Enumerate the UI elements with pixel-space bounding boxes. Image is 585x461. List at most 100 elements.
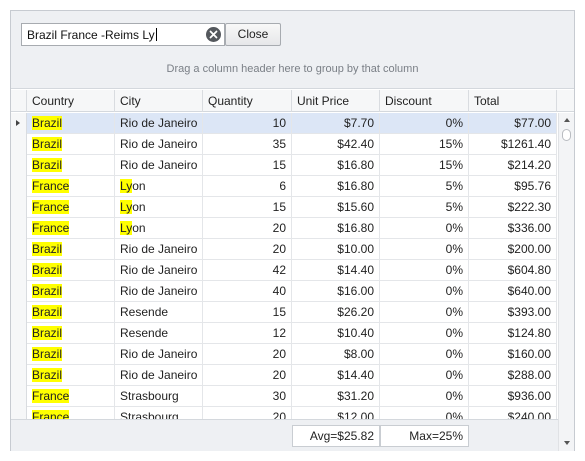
row-indicator[interactable] bbox=[11, 281, 27, 302]
table-row[interactable]: Brazil Rio de Janeiro 20 $10.00 0% $200.00 bbox=[11, 239, 557, 260]
cell-discount[interactable]: 0% bbox=[380, 386, 469, 407]
column-header-country[interactable]: Country bbox=[27, 90, 115, 112]
table-row[interactable]: France Strasbourg 20 $12.00 0% $240.00 bbox=[11, 407, 557, 419]
cell-unit-price[interactable]: $16.80 bbox=[292, 155, 380, 176]
cell-discount[interactable]: 0% bbox=[380, 113, 469, 134]
cell-quantity[interactable]: 15 bbox=[203, 197, 292, 218]
cell-discount[interactable]: 0% bbox=[380, 302, 469, 323]
cell-discount[interactable]: 15% bbox=[380, 155, 469, 176]
table-row[interactable]: Brazil Rio de Janeiro 40 $16.00 0% $640.00 bbox=[11, 281, 557, 302]
cell-unit-price[interactable]: $31.20 bbox=[292, 386, 380, 407]
cell-country[interactable]: France bbox=[27, 176, 115, 197]
cell-city[interactable]: Strasbourg bbox=[115, 407, 203, 419]
row-indicator[interactable] bbox=[11, 239, 27, 260]
cell-total[interactable]: $240.00 bbox=[469, 407, 557, 419]
cell-city[interactable]: Rio de Janeiro bbox=[115, 134, 203, 155]
cell-unit-price[interactable]: $10.40 bbox=[292, 323, 380, 344]
cell-city[interactable]: Rio de Janeiro bbox=[115, 281, 203, 302]
cell-city[interactable]: Rio de Janeiro bbox=[115, 260, 203, 281]
cell-quantity[interactable]: 15 bbox=[203, 302, 292, 323]
cell-quantity[interactable]: 10 bbox=[203, 113, 292, 134]
table-row[interactable]: Brazil Rio de Janeiro 35 $42.40 15% $1261.40 bbox=[11, 134, 557, 155]
cell-city[interactable]: Strasbourg bbox=[115, 386, 203, 407]
column-header-total[interactable]: Total bbox=[469, 90, 557, 112]
cell-unit-price[interactable]: $42.40 bbox=[292, 134, 380, 155]
cell-unit-price[interactable]: $16.80 bbox=[292, 218, 380, 239]
cell-city[interactable]: Resende bbox=[115, 302, 203, 323]
clear-search-icon[interactable] bbox=[206, 27, 221, 42]
cell-city[interactable]: Rio de Janeiro bbox=[115, 113, 203, 134]
cell-unit-price[interactable]: $14.40 bbox=[292, 260, 380, 281]
cell-unit-price[interactable]: $14.40 bbox=[292, 365, 380, 386]
cell-unit-price[interactable]: $7.70 bbox=[292, 113, 380, 134]
cell-country[interactable]: Brazil bbox=[27, 344, 115, 365]
row-indicator[interactable] bbox=[11, 344, 27, 365]
cell-country[interactable]: Brazil bbox=[27, 323, 115, 344]
table-row[interactable]: Brazil Rio de Janeiro 20 $8.00 0% $160.00 bbox=[11, 344, 557, 365]
row-indicator[interactable] bbox=[11, 260, 27, 281]
cell-total[interactable]: $336.00 bbox=[469, 218, 557, 239]
cell-total[interactable]: $936.00 bbox=[469, 386, 557, 407]
cell-quantity[interactable]: 30 bbox=[203, 386, 292, 407]
cell-quantity[interactable]: 20 bbox=[203, 407, 292, 419]
cell-discount[interactable]: 0% bbox=[380, 323, 469, 344]
cell-unit-price[interactable]: $8.00 bbox=[292, 344, 380, 365]
table-row[interactable]: France Strasbourg 30 $31.20 0% $936.00 bbox=[11, 386, 557, 407]
cell-city[interactable]: Lyon bbox=[115, 176, 203, 197]
row-indicator[interactable] bbox=[11, 407, 27, 419]
cell-country[interactable]: Brazil bbox=[27, 113, 115, 134]
table-row[interactable]: France Lyon 6 $16.80 5% $95.76 bbox=[11, 176, 557, 197]
cell-total[interactable]: $200.00 bbox=[469, 239, 557, 260]
cell-city[interactable]: Lyon bbox=[115, 197, 203, 218]
row-indicator[interactable] bbox=[11, 302, 27, 323]
row-indicator[interactable] bbox=[11, 134, 27, 155]
cell-discount[interactable]: 0% bbox=[380, 239, 469, 260]
cell-total[interactable]: $393.00 bbox=[469, 302, 557, 323]
cell-quantity[interactable]: 6 bbox=[203, 176, 292, 197]
cell-quantity[interactable]: 35 bbox=[203, 134, 292, 155]
cell-discount[interactable]: 15% bbox=[380, 134, 469, 155]
search-input[interactable]: Brazil France -Reims Ly bbox=[21, 23, 225, 46]
cell-city[interactable]: Rio de Janeiro bbox=[115, 365, 203, 386]
table-row[interactable]: Brazil Resende 12 $10.40 0% $124.80 bbox=[11, 323, 557, 344]
cell-quantity[interactable]: 20 bbox=[203, 239, 292, 260]
cell-city[interactable]: Lyon bbox=[115, 218, 203, 239]
cell-total[interactable]: $95.76 bbox=[469, 176, 557, 197]
cell-country[interactable]: Brazil bbox=[27, 365, 115, 386]
cell-unit-price[interactable]: $26.20 bbox=[292, 302, 380, 323]
scroll-thumb[interactable] bbox=[562, 129, 571, 141]
cell-quantity[interactable]: 15 bbox=[203, 155, 292, 176]
cell-unit-price[interactable]: $16.00 bbox=[292, 281, 380, 302]
cell-city[interactable]: Rio de Janeiro bbox=[115, 155, 203, 176]
cell-country[interactable]: France bbox=[27, 218, 115, 239]
scroll-down-arrow-icon[interactable] bbox=[564, 441, 570, 445]
cell-unit-price[interactable]: $15.60 bbox=[292, 197, 380, 218]
cell-discount[interactable]: 0% bbox=[380, 260, 469, 281]
cell-discount[interactable]: 0% bbox=[380, 218, 469, 239]
cell-total[interactable]: $640.00 bbox=[469, 281, 557, 302]
cell-country[interactable]: Brazil bbox=[27, 260, 115, 281]
cell-city[interactable]: Rio de Janeiro bbox=[115, 344, 203, 365]
cell-country[interactable]: Brazil bbox=[27, 239, 115, 260]
column-header-unit-price[interactable]: Unit Price bbox=[292, 90, 380, 112]
cell-quantity[interactable]: 40 bbox=[203, 281, 292, 302]
cell-country[interactable]: Brazil bbox=[27, 134, 115, 155]
column-header-city[interactable]: City bbox=[115, 90, 203, 112]
cell-total[interactable]: $77.00 bbox=[469, 113, 557, 134]
column-header-quantity[interactable]: Quantity bbox=[203, 90, 292, 112]
row-indicator[interactable] bbox=[11, 386, 27, 407]
cell-discount[interactable]: 0% bbox=[380, 365, 469, 386]
cell-country[interactable]: France bbox=[27, 197, 115, 218]
cell-city[interactable]: Rio de Janeiro bbox=[115, 239, 203, 260]
table-row[interactable]: Brazil Rio de Janeiro 42 $14.40 0% $604.80 bbox=[11, 260, 557, 281]
cell-country[interactable]: Brazil bbox=[27, 281, 115, 302]
table-row[interactable]: France Lyon 15 $15.60 5% $222.30 bbox=[11, 197, 557, 218]
cell-country[interactable]: France bbox=[27, 407, 115, 419]
vertical-scrollbar[interactable] bbox=[558, 113, 574, 451]
row-indicator[interactable] bbox=[11, 197, 27, 218]
close-button[interactable]: Close bbox=[225, 23, 281, 46]
table-row[interactable]: France Lyon 20 $16.80 0% $336.00 bbox=[11, 218, 557, 239]
cell-total[interactable]: $604.80 bbox=[469, 260, 557, 281]
group-panel-hint[interactable]: Drag a column header here to group by th… bbox=[166, 63, 419, 75]
cell-total[interactable]: $160.00 bbox=[469, 344, 557, 365]
